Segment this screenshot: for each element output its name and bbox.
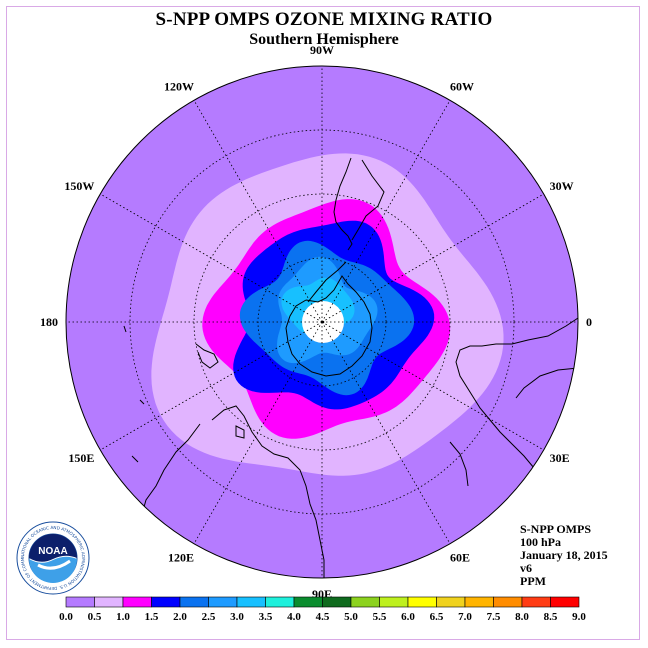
coast-australia <box>211 405 325 578</box>
map-info: S-NPP OMPS 100 hPa January 18, 2015 v6 P… <box>520 523 608 588</box>
colorbar-swatch <box>293 596 323 608</box>
info-version: v6 <box>520 561 532 575</box>
longitude-label: 180 <box>40 315 58 329</box>
longitude-label: 120E <box>168 551 194 565</box>
coast-africa-inner <box>515 367 578 399</box>
meridian <box>321 321 451 544</box>
meridian <box>193 321 323 544</box>
colorbar-swatch <box>94 596 124 608</box>
colorbar-tick-label: 8.5 <box>544 611 558 623</box>
longitude-label: 60E <box>450 551 470 565</box>
colorbar-swatch <box>379 596 409 608</box>
colorbar: 0.0 0.5 1.0 1.5 2.0 2.5 3.0 3.5 4.0 4.5 5.0 5.5 6.0 6… <box>59 596 586 623</box>
colorbar-swatch <box>521 596 551 608</box>
colorbar-swatch <box>236 596 266 608</box>
info-date: January 18, 2015 <box>520 548 608 562</box>
colorbar-tick-label: 2.0 <box>173 611 187 623</box>
longitude-label: 90W <box>310 43 334 57</box>
colorbar-tick-label: 1.5 <box>145 611 159 623</box>
coast-madagascar <box>449 441 469 487</box>
colorbar-tick-label: 7.5 <box>487 611 501 623</box>
meridian <box>100 193 323 323</box>
longitude-label: 30E <box>550 451 570 465</box>
info-instrument: S-NPP OMPS <box>520 522 591 536</box>
colorbar-swatch <box>208 596 238 608</box>
longitude-label: 150E <box>68 451 94 465</box>
colorbar-swatch <box>550 596 580 608</box>
graticule <box>66 66 578 578</box>
map-title: S-NPP OMPS OZONE MIXING RATIO <box>155 9 493 30</box>
colorbar-tick-label: 6.5 <box>430 611 444 623</box>
coast-south-america-east <box>351 159 385 241</box>
meridian <box>193 100 323 323</box>
coast-antarctica <box>285 275 373 377</box>
colorbar-tick-label: 5.0 <box>344 611 358 623</box>
longitude-label: 0 <box>586 315 592 329</box>
longitude-label: 30W <box>550 179 574 193</box>
logo-wordmark: NOAA <box>38 546 67 557</box>
pole-center-dot <box>321 320 325 324</box>
meridian <box>321 321 544 451</box>
colorbar-tick-label: 1.0 <box>116 611 130 623</box>
coast-south-america <box>333 157 353 251</box>
colorbar-swatch <box>151 596 181 608</box>
colorbar-tick-label: 4.5 <box>316 611 330 623</box>
coast-islands-pacific <box>123 325 145 463</box>
meridian <box>100 321 323 451</box>
coast-tasmania <box>235 425 245 439</box>
colorbar-swatch <box>122 596 152 608</box>
colorbar-tick-label: 6.0 <box>401 611 415 623</box>
coast-africa <box>455 317 578 469</box>
colorbar-swatch <box>350 596 380 608</box>
longitude-label: 150W <box>64 179 94 193</box>
colorbar-tick-label: 2.5 <box>202 611 216 623</box>
colorbar-swatch <box>265 596 295 608</box>
colorbar-swatch <box>493 596 523 608</box>
colorbar-swatch <box>322 596 352 608</box>
meridian <box>321 100 451 323</box>
hemisphere-outline <box>65 65 579 579</box>
map-subtitle: Southern Hemisphere <box>249 31 399 48</box>
colorbar-tick-label: 0.5 <box>88 611 102 623</box>
colorbar-swatch <box>65 596 95 608</box>
colorbar-tick-label: 0.0 <box>59 611 73 623</box>
hemisphere-disk <box>66 66 578 578</box>
colorbar-tick-label: 9.0 <box>572 611 586 623</box>
coast-antarctic-peninsula <box>307 261 347 303</box>
coast-new-zealand <box>195 343 219 369</box>
colorbar-tick-label: 4.0 <box>287 611 301 623</box>
longitude-label: 120W <box>164 79 194 93</box>
longitude-label: 60W <box>450 79 474 93</box>
colorbar-swatch <box>464 596 494 608</box>
noaa-logo: NATIONAL OCEANIC AND ATMOSPHERIC ADMINIS… <box>16 521 90 595</box>
colorbar-tick-label: 8.0 <box>515 611 529 623</box>
colorbar-tick-label: 3.0 <box>230 611 244 623</box>
colorbar-tick-label: 5.5 <box>373 611 387 623</box>
info-level: 100 hPa <box>520 535 562 549</box>
colorbar-swatch <box>436 596 466 608</box>
colorbar-tick-label: 7.0 <box>458 611 472 623</box>
colorbar-swatch <box>179 596 209 608</box>
meridian <box>321 193 544 323</box>
colorbar-swatch <box>407 596 437 608</box>
colorbar-tick-label: 3.5 <box>259 611 273 623</box>
figure-frame <box>6 6 640 640</box>
info-units: PPM <box>520 574 546 588</box>
